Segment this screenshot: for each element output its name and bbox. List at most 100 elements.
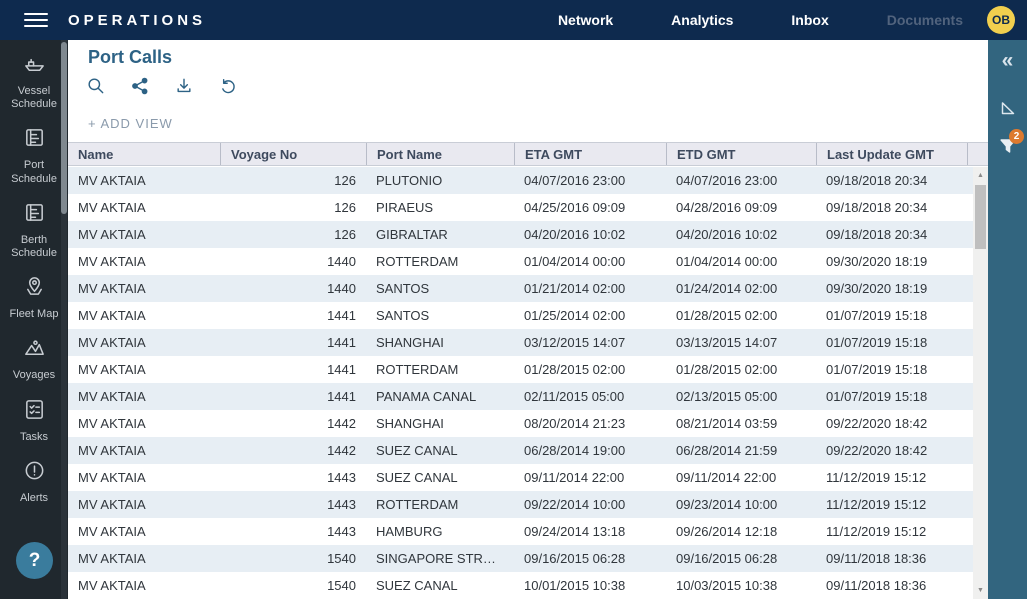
table-cell: 01/07/2019 15:18: [826, 308, 928, 323]
column-header-eta-gmt[interactable]: ETA GMT: [514, 143, 666, 165]
tasks-icon: [23, 398, 46, 426]
sidebar-item-vessel-schedule[interactable]: Vessel Schedule: [3, 52, 65, 111]
table-cell: SUEZ CANAL: [376, 578, 458, 593]
table-cell: ROTTERDAM: [376, 362, 459, 377]
sidebar-item-label: Tasks: [19, 430, 49, 443]
table-cell: 1443: [327, 524, 356, 539]
table-row[interactable]: MV AKTAIA 1440 SANTOS 01/21/2014 02:00 01/24…: [68, 275, 973, 302]
table-row[interactable]: MV AKTAIA 1540 SINGAPORE STR… 09/16/2015 06…: [68, 545, 973, 572]
nav-network[interactable]: Network: [557, 12, 614, 28]
column-header-voyage-no[interactable]: Voyage No: [220, 143, 366, 165]
table-cell: MV AKTAIA: [78, 416, 146, 431]
table-cell: 1441: [327, 362, 356, 377]
help-button[interactable]: ?: [16, 542, 53, 579]
column-header-etd-gmt[interactable]: ETD GMT: [666, 143, 816, 165]
table-row[interactable]: MV AKTAIA 126 GIBRALTAR 04/20/2016 10:02 04/…: [68, 221, 973, 248]
table-cell: 01/04/2014 00:00: [524, 254, 626, 269]
scroll-down-icon[interactable]: ▼: [977, 587, 984, 594]
user-avatar[interactable]: OB: [987, 6, 1015, 34]
table-cell: MV AKTAIA: [78, 362, 146, 377]
table-cell: 09/11/2014 22:00: [676, 470, 777, 485]
table-cell: 09/18/2018 20:34: [826, 173, 928, 188]
table-cell: 126: [334, 200, 356, 215]
table-row[interactable]: MV AKTAIA 1443 SUEZ CANAL 09/11/2014 22:00 0…: [68, 464, 973, 491]
set-square-icon[interactable]: [988, 97, 1027, 119]
scroll-up-icon[interactable]: ▲: [977, 172, 984, 179]
table-row[interactable]: MV AKTAIA 1440 ROTTERDAM 01/04/2014 00:00 01…: [68, 248, 973, 275]
sidebar-item-berth-schedule[interactable]: Berth Schedule: [3, 201, 65, 260]
nav-inbox[interactable]: Inbox: [791, 12, 829, 28]
column-header-last-update-gmt[interactable]: Last Update GMT: [816, 143, 967, 165]
table-cell: 01/07/2019 15:18: [826, 389, 928, 404]
table-row[interactable]: MV AKTAIA 1441 ROTTERDAM 01/28/2015 02:00 01…: [68, 356, 973, 383]
table-cell: 11/12/2019 15:12: [826, 497, 927, 512]
voyages-icon: [23, 336, 46, 364]
table-cell: 09/16/2015 06:28: [676, 551, 778, 566]
column-header-name[interactable]: Name: [78, 146, 114, 162]
table-row[interactable]: MV AKTAIA 1442 SHANGHAI 08/20/2014 21:23 08/…: [68, 410, 973, 437]
table-cell: MV AKTAIA: [78, 551, 146, 566]
table-row[interactable]: MV AKTAIA 1443 ROTTERDAM 09/22/2014 10:00 09…: [68, 491, 973, 518]
sidebar-item-voyages[interactable]: Voyages: [3, 336, 65, 382]
sidebar-item-label: Berth Schedule: [11, 233, 57, 259]
alerts-icon: [23, 459, 46, 487]
table-cell: 1441: [327, 389, 356, 404]
table-cell: MV AKTAIA: [78, 173, 146, 188]
nav-documents[interactable]: Documents: [886, 12, 963, 28]
sidebar-item-tasks[interactable]: Tasks: [3, 398, 65, 444]
table-cell: 09/30/2020 18:19: [826, 254, 928, 269]
scrollbar-thumb[interactable]: [975, 185, 986, 249]
undo-icon[interactable]: [218, 76, 238, 96]
table-cell: 01/21/2014 02:00: [524, 281, 626, 296]
filter-icon[interactable]: 2: [988, 129, 1027, 157]
top-bar: OPERATIONS Network Analytics Inbox Docum…: [0, 0, 1027, 40]
sidebar-scrollbar-track[interactable]: [61, 40, 67, 599]
table-cell: 09/24/2014 13:18: [524, 524, 626, 539]
table-row[interactable]: MV AKTAIA 1442 SUEZ CANAL 06/28/2014 19:00 0…: [68, 437, 973, 464]
port-schedule-icon: [23, 126, 46, 154]
sidebar-item-port-schedule[interactable]: Port Schedule: [3, 126, 65, 185]
table-cell: 1440: [327, 281, 356, 296]
sidebar-item-fleet-map[interactable]: Fleet Map: [3, 275, 65, 321]
table-cell: SANTOS: [376, 281, 430, 296]
table-cell: HAMBURG: [376, 524, 443, 539]
table-row[interactable]: MV AKTAIA 1441 SANTOS 01/25/2014 02:00 01/28…: [68, 302, 973, 329]
table-cell: SANTOS: [376, 308, 430, 323]
table-cell: 09/16/2015 06:28: [524, 551, 626, 566]
table-row[interactable]: MV AKTAIA 1443 HAMBURG 09/24/2014 13:18 09/2…: [68, 518, 973, 545]
table-row[interactable]: MV AKTAIA 1441 PANAMA CANAL 02/11/2015 05:0…: [68, 383, 973, 410]
add-view-button[interactable]: + ADD VIEW: [88, 116, 173, 131]
main-content: Port Calls + ADD VIEW Name Voyage No Por…: [68, 40, 988, 599]
table-cell: 04/28/2016 09:09: [676, 200, 778, 215]
table-row[interactable]: MV AKTAIA 1540 SUEZ CANAL 10/01/2015 10:38 1…: [68, 572, 973, 599]
collapse-icon[interactable]: «: [1001, 49, 1014, 72]
right-rail: « 2: [988, 40, 1027, 599]
table-cell: MV AKTAIA: [78, 443, 146, 458]
table-cell: MV AKTAIA: [78, 281, 146, 296]
table-row[interactable]: MV AKTAIA 126 PIRAEUS 04/25/2016 09:09 04/28…: [68, 194, 973, 221]
table-scrollbar[interactable]: ▲ ▼: [973, 167, 988, 599]
table-cell: 03/12/2015 14:07: [524, 335, 626, 350]
table-cell: 01/25/2014 02:00: [524, 308, 626, 323]
table-cell: MV AKTAIA: [78, 470, 146, 485]
table-cell: 09/18/2018 20:34: [826, 200, 928, 215]
nav-analytics[interactable]: Analytics: [671, 12, 734, 28]
toolbar: [86, 76, 238, 96]
share-icon[interactable]: [130, 76, 150, 96]
berth-schedule-icon: [23, 201, 46, 229]
table-cell: SUEZ CANAL: [376, 470, 458, 485]
search-icon[interactable]: [86, 76, 106, 96]
menu-icon[interactable]: [24, 9, 48, 31]
table-cell: 02/11/2015 05:00: [524, 389, 625, 404]
table-cell: 02/13/2015 05:00: [676, 389, 778, 404]
filter-badge: 2: [1009, 129, 1024, 144]
download-icon[interactable]: [174, 76, 194, 96]
sidebar-item-alerts[interactable]: Alerts: [3, 459, 65, 505]
table-row[interactable]: MV AKTAIA 126 PLUTONIO 04/07/2016 23:00 04/0…: [68, 167, 973, 194]
table-cell: 126: [334, 173, 356, 188]
table-cell: 04/20/2016 10:02: [524, 227, 626, 242]
column-header-port-name[interactable]: Port Name: [366, 143, 514, 165]
sidebar-scrollbar-thumb[interactable]: [61, 42, 67, 214]
table-cell: 09/11/2014 22:00: [524, 470, 625, 485]
table-row[interactable]: MV AKTAIA 1441 SHANGHAI 03/12/2015 14:07 03/…: [68, 329, 973, 356]
